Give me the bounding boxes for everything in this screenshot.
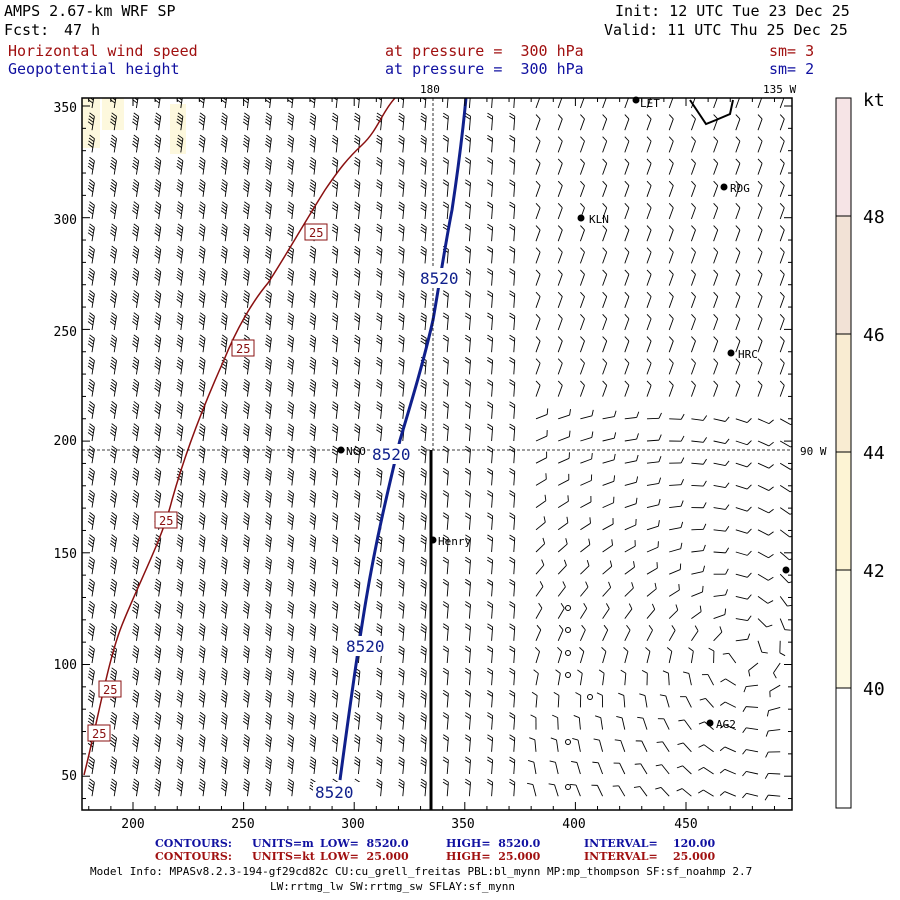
y-tick-label: 150 <box>54 547 77 562</box>
footer-speed-label: CONTOURS: <box>155 850 232 863</box>
model-info-physics: LW:rrtmg_lw SW:rrtmg_sw SFLAY:sf_mynn <box>270 880 516 893</box>
wind-barbs <box>87 98 792 801</box>
speed-label-5: 25 <box>92 727 106 741</box>
colorbar-unit: kt <box>863 90 885 111</box>
speed-contour-25 <box>83 98 396 776</box>
x-axis-ticks <box>88 98 775 810</box>
pressure-level-1: at pressure = 300 hPa <box>385 42 584 60</box>
height-label-2: 8520 <box>372 445 411 464</box>
plot-frame <box>81 97 793 811</box>
station-kln-marker <box>577 214 585 222</box>
valid-time: Valid: 11 UTC Thu 25 Dec 25 <box>604 21 848 39</box>
field-wind-speed: Horizontal wind speed <box>8 42 198 60</box>
station-markers <box>337 96 790 727</box>
y-tick-label: 300 <box>54 213 77 228</box>
meridian-180-label: 180 <box>420 83 440 96</box>
footer-speed-units: UNITS=kt <box>252 850 315 863</box>
colorbar-tick: 48 <box>863 207 885 228</box>
footer-height-units: UNITS=m <box>252 837 314 850</box>
footer-speed-interval: INTERVAL= 25.000 <box>584 850 716 863</box>
station-let-label: LET <box>640 97 660 110</box>
y-tick-label: 50 <box>61 769 77 784</box>
station-let-marker <box>632 96 640 104</box>
footer-speed-low: LOW= 25.000 <box>320 850 409 863</box>
station-rdg-label: RDG <box>730 182 750 195</box>
init-time: Init: 12 UTC Tue 23 Dec 25 <box>615 2 850 20</box>
smoothing-1: sm= 3 <box>769 42 815 60</box>
speed-label-4: 25 <box>103 683 117 697</box>
footer-height-high: HIGH= 8520.0 <box>446 837 541 850</box>
forecast-label: Fcst: <box>4 21 50 39</box>
x-tick-label: 250 <box>231 817 254 832</box>
x-tick-label: 450 <box>674 817 697 832</box>
height-label-3: 8520 <box>346 637 385 656</box>
x-tick-label: 300 <box>341 817 364 832</box>
pressure-level-2: at pressure = 300 hPa <box>385 60 584 78</box>
station-nco-label: NCO <box>346 445 366 458</box>
speed-label-3: 25 <box>159 514 173 528</box>
model-title: AMPS 2.67-km WRF SP <box>4 2 176 20</box>
station-edge-marker <box>782 566 790 574</box>
smoothing-2: sm= 2 <box>769 60 815 78</box>
footer-height-label: CONTOURS: <box>155 837 232 850</box>
y-tick-label: 350 <box>54 101 77 116</box>
colorbar-tick: 42 <box>863 561 885 582</box>
x-tick-label: 200 <box>121 817 144 832</box>
y-tick-label: 250 <box>54 325 77 340</box>
station-hrc-label: HRC <box>738 348 758 361</box>
height-label-4: 8520 <box>315 783 354 802</box>
y-axis-ticks <box>82 105 792 800</box>
y-tick-label: 100 <box>54 658 77 673</box>
meridian-135w-label: 135 W <box>763 83 796 96</box>
colorbar-tick: 40 <box>863 679 885 700</box>
x-tick-label: 350 <box>451 817 474 832</box>
calm-wind-markers <box>565 605 593 790</box>
footer-height-interval: INTERVAL= 120.00 <box>584 837 716 850</box>
station-ag2-label: AG2 <box>716 718 736 731</box>
station-nco-marker <box>337 446 345 454</box>
coastline <box>689 99 734 126</box>
y-tick-label: 200 <box>54 434 77 449</box>
field-geopotential-height: Geopotential height <box>8 60 180 78</box>
height-label-1: 8520 <box>420 269 459 288</box>
footer-speed-high: HIGH= 25.000 <box>446 850 541 863</box>
speed-label-1: 25 <box>309 226 323 240</box>
meridian-90w-label: 90 W <box>800 445 827 458</box>
colorbar-tick: 46 <box>863 325 885 346</box>
model-info: Model Info: MPASv8.2.3-194-gf29cd82c CU:… <box>90 865 753 878</box>
colorbar-tick: 44 <box>863 443 885 464</box>
speed-label-2: 25 <box>236 342 250 356</box>
forecast-hour: 47 h <box>64 21 101 39</box>
station-rdg-marker <box>720 183 728 191</box>
colorbar <box>835 97 852 809</box>
station-henry-label: Henry <box>438 535 471 548</box>
station-hrc-marker <box>727 349 735 357</box>
station-ag2-marker <box>706 719 714 727</box>
station-henry-marker <box>429 536 437 544</box>
footer-height-low: LOW= 8520.0 <box>320 837 409 850</box>
x-tick-label: 400 <box>562 817 585 832</box>
station-kln-label: KLN <box>589 213 609 226</box>
